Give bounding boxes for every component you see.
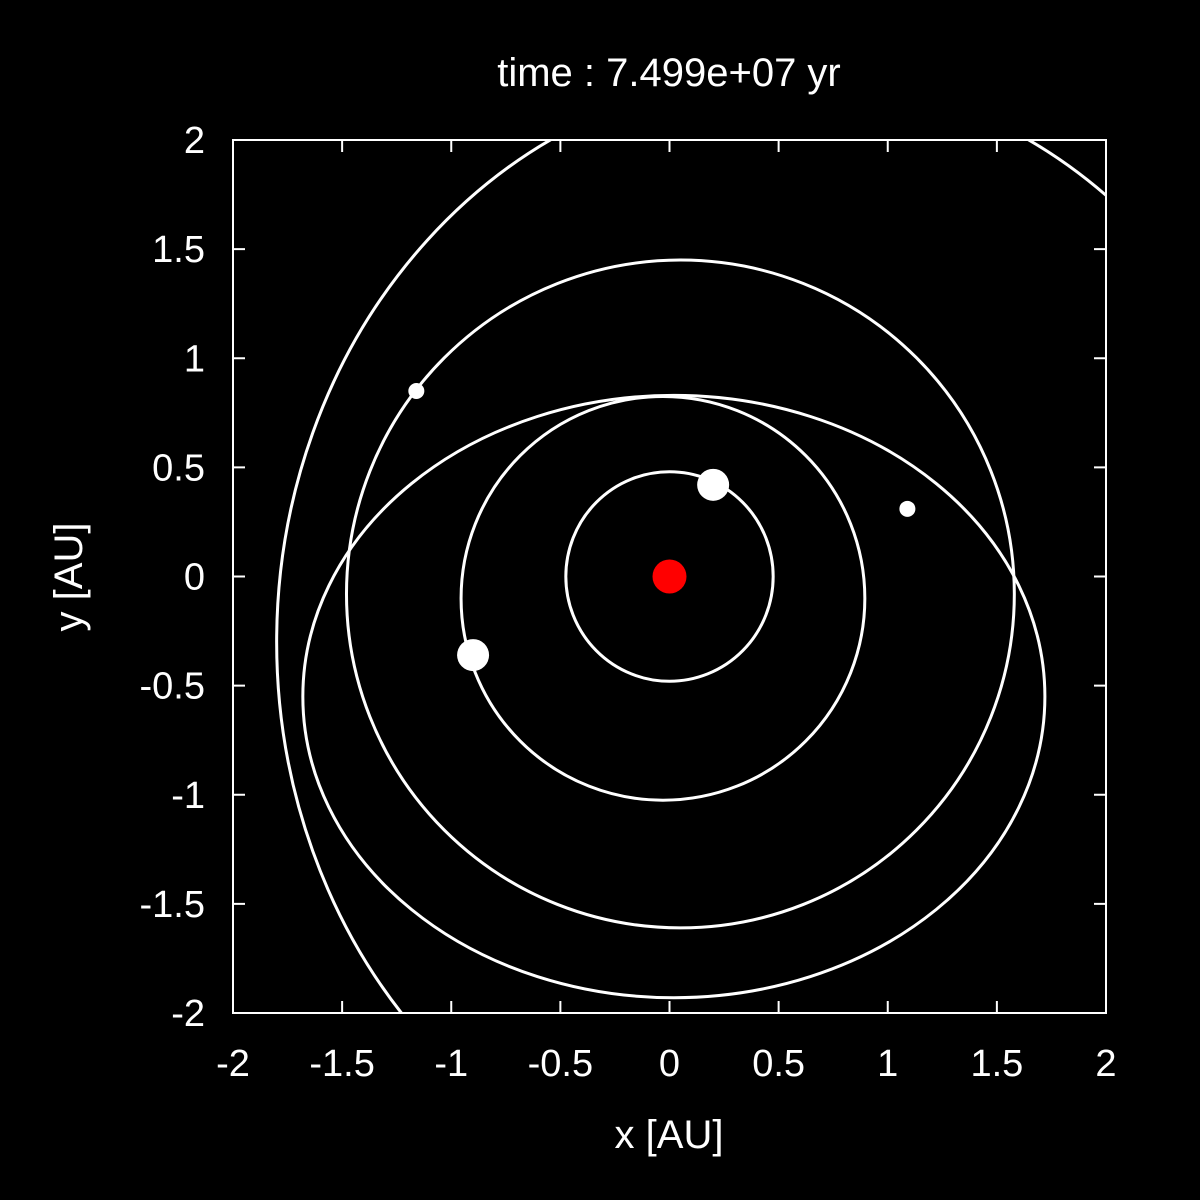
central-star — [652, 559, 687, 594]
chart-title: time : 7.499e+07 yr — [497, 51, 841, 95]
y-tick-label: -1.5 — [140, 884, 205, 926]
bodies-layer — [408, 382, 916, 672]
y-tick-label: 2 — [184, 120, 205, 162]
y-tick-label: 1.5 — [152, 229, 205, 271]
y-tick-label: 0.5 — [152, 447, 205, 489]
x-tick-label: 0.5 — [752, 1043, 805, 1085]
orbit-path-1 — [564, 470, 775, 683]
orbit-path-3 — [344, 258, 1016, 930]
x-tick-label: -1.5 — [309, 1043, 374, 1085]
y-axis-label: y [AU] — [47, 523, 91, 632]
y-tick-label: -1 — [171, 775, 205, 817]
x-tick-label: 1 — [877, 1043, 898, 1085]
plot-frame — [232, 139, 1107, 1014]
x-tick-label: 0 — [659, 1043, 680, 1085]
y-tick-label: 0 — [184, 557, 205, 599]
planet-4 — [899, 500, 916, 517]
y-tick-label: -0.5 — [140, 666, 205, 708]
planet-2 — [457, 639, 490, 672]
x-tick-label: 1.5 — [970, 1043, 1023, 1085]
orbits-layer — [275, 140, 1106, 1013]
planet-1 — [697, 468, 730, 501]
planet-3 — [408, 382, 425, 399]
y-tick-label: 1 — [184, 338, 205, 380]
ticks-layer: -2 -1.5 -1 -0.5 0 0.5 1 1.5 2 2 1.5 1 0.5 0 -0.5 -1 -1.5… — [140, 120, 1117, 1085]
orbit-path-5 — [275, 140, 1106, 1013]
orbit-path-2 — [459, 394, 867, 802]
x-tick-label: -2 — [216, 1043, 250, 1085]
x-tick-label: -0.5 — [528, 1043, 593, 1085]
y-tick-label: -2 — [171, 993, 205, 1035]
x-axis-label: x [AU] — [615, 1113, 724, 1157]
x-tick-label: -1 — [434, 1043, 468, 1085]
x-tick-label: 2 — [1095, 1043, 1116, 1085]
orbit-path-4 — [301, 393, 1047, 1000]
